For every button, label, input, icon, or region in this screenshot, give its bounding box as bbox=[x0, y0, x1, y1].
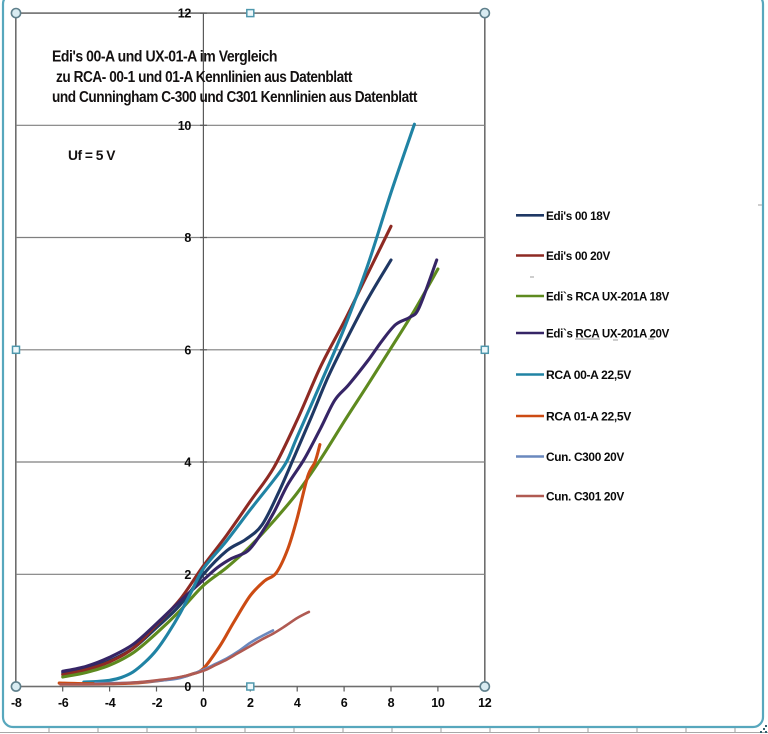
svg-text:6: 6 bbox=[184, 343, 191, 357]
svg-text:Edi`s RCA UX-201A 20V: Edi`s RCA UX-201A 20V bbox=[546, 327, 670, 341]
svg-text:zu RCA- 00-1 und 01-A Kennlini: zu RCA- 00-1 und 01-A Kennlinien aus Dat… bbox=[56, 69, 352, 86]
svg-text:-8: -8 bbox=[11, 696, 22, 710]
svg-text:2: 2 bbox=[184, 568, 191, 582]
svg-text:Edi`s RCA UX-201A 18V: Edi`s RCA UX-201A 18V bbox=[546, 290, 670, 304]
svg-text:10: 10 bbox=[178, 119, 192, 133]
svg-text:-4: -4 bbox=[105, 696, 116, 710]
svg-text:Edi's 00 20V: Edi's 00 20V bbox=[546, 249, 611, 263]
svg-text:4: 4 bbox=[294, 696, 301, 710]
svg-text:Cun. C301 20V: Cun. C301 20V bbox=[546, 490, 625, 504]
svg-text:und Cunningham C-300 und C301: und Cunningham C-300 und C301 Kennlinien… bbox=[52, 89, 417, 106]
svg-text:12: 12 bbox=[178, 7, 192, 21]
svg-text:RCA 00-A 22,5V: RCA 00-A 22,5V bbox=[546, 368, 632, 382]
svg-text:Edi's 00-A und UX-01-A im Ver: Edi's 00-A und UX-01-A im Vergleich bbox=[52, 49, 277, 66]
svg-text:8: 8 bbox=[388, 696, 395, 710]
svg-text:4: 4 bbox=[184, 456, 191, 470]
svg-text:-2: -2 bbox=[152, 696, 163, 710]
svg-text:0: 0 bbox=[200, 696, 207, 710]
svg-text:Edi's 00 18V: Edi's 00 18V bbox=[546, 209, 611, 223]
svg-text:2: 2 bbox=[247, 696, 254, 710]
svg-text:0: 0 bbox=[184, 680, 191, 694]
svg-text:10: 10 bbox=[431, 696, 445, 710]
svg-text:6: 6 bbox=[341, 696, 348, 710]
svg-text:RCA 01-A 22,5V: RCA 01-A 22,5V bbox=[546, 410, 632, 424]
svg-text:Cun. C300 20V: Cun. C300 20V bbox=[546, 450, 625, 464]
svg-text:8: 8 bbox=[184, 231, 191, 245]
svg-text:Uf = 5 V: Uf = 5 V bbox=[68, 147, 116, 163]
svg-text:12: 12 bbox=[478, 696, 492, 710]
svg-text:-6: -6 bbox=[58, 696, 69, 710]
